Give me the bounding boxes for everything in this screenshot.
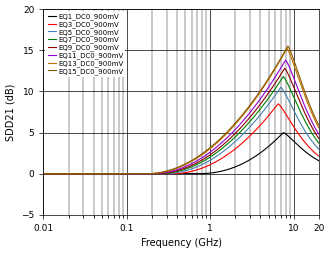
- EQ1_DC0_900mV: [281, 131, 285, 134]
- Line: EQ1_DC0_900mV: EQ1_DC0_900mV: [43, 133, 319, 174]
- EQ1_DC0_900mV: [147, 172, 151, 175]
- EQ5_DC0_900mV: [279, 86, 283, 89]
- EQ7_DC0_900mV: [312, 134, 315, 137]
- EQ11_DC0_900mV: [159, 172, 163, 175]
- EQ15_DC0_900mV: [73, 172, 77, 175]
- EQ15_DC0_900mV: [286, 45, 290, 48]
- Line: EQ5_DC0_900mV: EQ5_DC0_900mV: [43, 87, 319, 174]
- EQ11_DC0_900mV: [283, 59, 287, 62]
- Y-axis label: SDD21 (dB): SDD21 (dB): [6, 83, 16, 141]
- Line: EQ3_DC0_900mV: EQ3_DC0_900mV: [43, 104, 319, 174]
- EQ1_DC0_900mV: [312, 156, 315, 159]
- EQ1_DC0_900mV: [282, 131, 286, 134]
- EQ13_DC0_900mV: [285, 47, 289, 50]
- EQ3_DC0_900mV: [73, 172, 77, 175]
- EQ3_DC0_900mV: [89, 172, 93, 175]
- EQ9_DC0_900mV: [159, 172, 163, 175]
- EQ5_DC0_900mV: [147, 172, 151, 175]
- EQ13_DC0_900mV: [159, 171, 163, 174]
- EQ15_DC0_900mV: [282, 52, 286, 55]
- EQ13_DC0_900mV: [73, 172, 77, 175]
- EQ13_DC0_900mV: [317, 126, 321, 129]
- EQ1_DC0_900mV: [41, 172, 45, 175]
- EQ11_DC0_900mV: [147, 172, 151, 175]
- EQ9_DC0_900mV: [41, 172, 45, 175]
- EQ5_DC0_900mV: [282, 90, 286, 93]
- EQ9_DC0_900mV: [283, 67, 287, 70]
- EQ3_DC0_900mV: [317, 154, 321, 157]
- EQ11_DC0_900mV: [312, 123, 315, 126]
- EQ9_DC0_900mV: [89, 172, 93, 175]
- Line: EQ11_DC0_900mV: EQ11_DC0_900mV: [43, 60, 319, 174]
- EQ3_DC0_900mV: [276, 102, 280, 105]
- EQ15_DC0_900mV: [317, 124, 321, 127]
- EQ1_DC0_900mV: [317, 159, 321, 162]
- EQ13_DC0_900mV: [312, 115, 315, 118]
- EQ1_DC0_900mV: [89, 172, 93, 175]
- EQ9_DC0_900mV: [73, 172, 77, 175]
- EQ15_DC0_900mV: [147, 172, 151, 175]
- EQ3_DC0_900mV: [282, 109, 286, 113]
- EQ13_DC0_900mV: [89, 172, 93, 175]
- Line: EQ9_DC0_900mV: EQ9_DC0_900mV: [43, 68, 319, 174]
- EQ3_DC0_900mV: [159, 172, 163, 175]
- Line: EQ15_DC0_900mV: EQ15_DC0_900mV: [43, 46, 319, 174]
- EQ13_DC0_900mV: [147, 172, 151, 175]
- EQ9_DC0_900mV: [147, 172, 151, 175]
- EQ7_DC0_900mV: [159, 172, 163, 175]
- EQ7_DC0_900mV: [282, 75, 286, 78]
- X-axis label: Frequency (GHz): Frequency (GHz): [141, 239, 221, 248]
- EQ3_DC0_900mV: [147, 172, 151, 175]
- EQ7_DC0_900mV: [317, 141, 321, 145]
- EQ7_DC0_900mV: [41, 172, 45, 175]
- EQ7_DC0_900mV: [73, 172, 77, 175]
- EQ1_DC0_900mV: [159, 172, 163, 175]
- EQ5_DC0_900mV: [312, 141, 315, 145]
- EQ3_DC0_900mV: [41, 172, 45, 175]
- EQ11_DC0_900mV: [89, 172, 93, 175]
- EQ7_DC0_900mV: [281, 75, 285, 78]
- EQ11_DC0_900mV: [317, 133, 321, 136]
- EQ5_DC0_900mV: [41, 172, 45, 175]
- EQ15_DC0_900mV: [89, 172, 93, 175]
- EQ5_DC0_900mV: [159, 172, 163, 175]
- EQ15_DC0_900mV: [41, 172, 45, 175]
- EQ7_DC0_900mV: [147, 172, 151, 175]
- EQ11_DC0_900mV: [73, 172, 77, 175]
- EQ9_DC0_900mV: [317, 137, 321, 140]
- EQ11_DC0_900mV: [41, 172, 45, 175]
- EQ15_DC0_900mV: [312, 112, 315, 115]
- EQ5_DC0_900mV: [89, 172, 93, 175]
- EQ1_DC0_900mV: [73, 172, 77, 175]
- Legend: EQ1_DC0_900mV, EQ3_DC0_900mV, EQ5_DC0_900mV, EQ7_DC0_900mV, EQ9_DC0_900mV, EQ11_: EQ1_DC0_900mV, EQ3_DC0_900mV, EQ5_DC0_90…: [46, 11, 125, 77]
- EQ9_DC0_900mV: [282, 68, 286, 71]
- Line: EQ13_DC0_900mV: EQ13_DC0_900mV: [43, 49, 319, 174]
- EQ3_DC0_900mV: [312, 150, 315, 153]
- EQ5_DC0_900mV: [317, 148, 321, 151]
- EQ15_DC0_900mV: [159, 171, 163, 174]
- EQ13_DC0_900mV: [282, 53, 286, 56]
- EQ5_DC0_900mV: [73, 172, 77, 175]
- EQ9_DC0_900mV: [312, 128, 315, 131]
- EQ11_DC0_900mV: [282, 62, 286, 65]
- EQ7_DC0_900mV: [89, 172, 93, 175]
- EQ13_DC0_900mV: [41, 172, 45, 175]
- Line: EQ7_DC0_900mV: EQ7_DC0_900mV: [43, 76, 319, 174]
